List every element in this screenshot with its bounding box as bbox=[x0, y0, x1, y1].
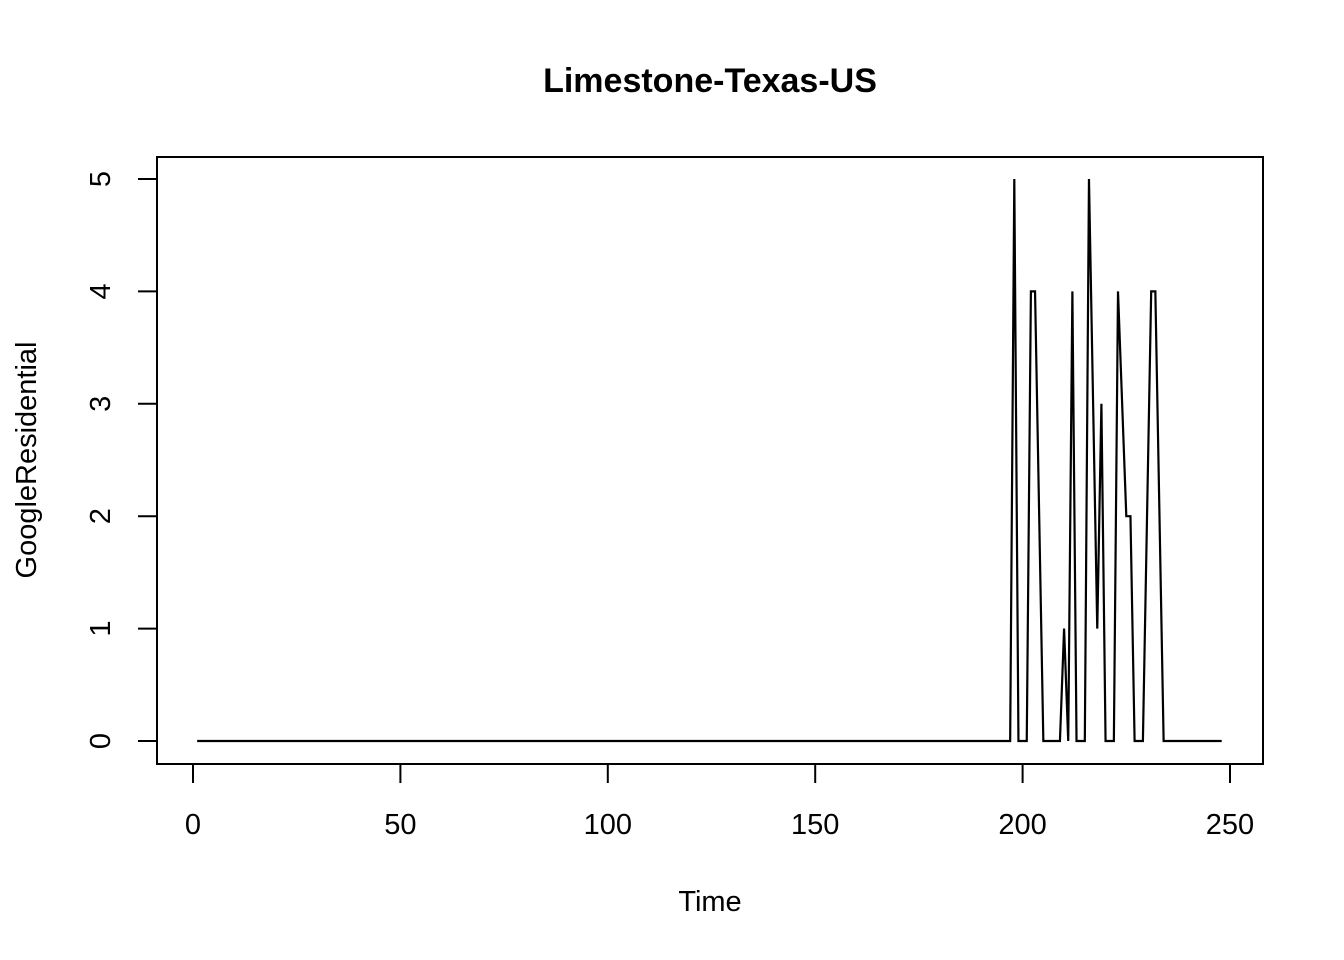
y-axis: 0 1 2 3 4 5 bbox=[85, 171, 158, 749]
y-tick-label: 1 bbox=[85, 621, 117, 637]
y-tick-label: 5 bbox=[85, 171, 117, 187]
series-layer bbox=[197, 178, 1222, 743]
x-tick-label: 200 bbox=[998, 809, 1046, 841]
y-tick-label: 0 bbox=[85, 733, 117, 749]
y-tick-label: 3 bbox=[85, 396, 117, 412]
y-axis-label: GoogleResidential bbox=[11, 342, 43, 579]
y-tick-label: 2 bbox=[85, 508, 117, 524]
x-tick-label: 250 bbox=[1206, 809, 1254, 841]
series-line bbox=[197, 178, 1222, 743]
x-tick-label: 50 bbox=[384, 809, 416, 841]
x-axis-label: Time bbox=[678, 886, 741, 918]
plot-area-frame bbox=[156, 156, 1264, 765]
y-tick-label: 4 bbox=[85, 283, 117, 299]
x-axis: 0 50 100 150 200 250 bbox=[185, 763, 1254, 841]
x-tick-label: 150 bbox=[791, 809, 839, 841]
x-tick-label: 0 bbox=[185, 809, 201, 841]
x-tick-label: 100 bbox=[584, 809, 632, 841]
chart-title: Limestone-Texas-US bbox=[543, 62, 877, 100]
